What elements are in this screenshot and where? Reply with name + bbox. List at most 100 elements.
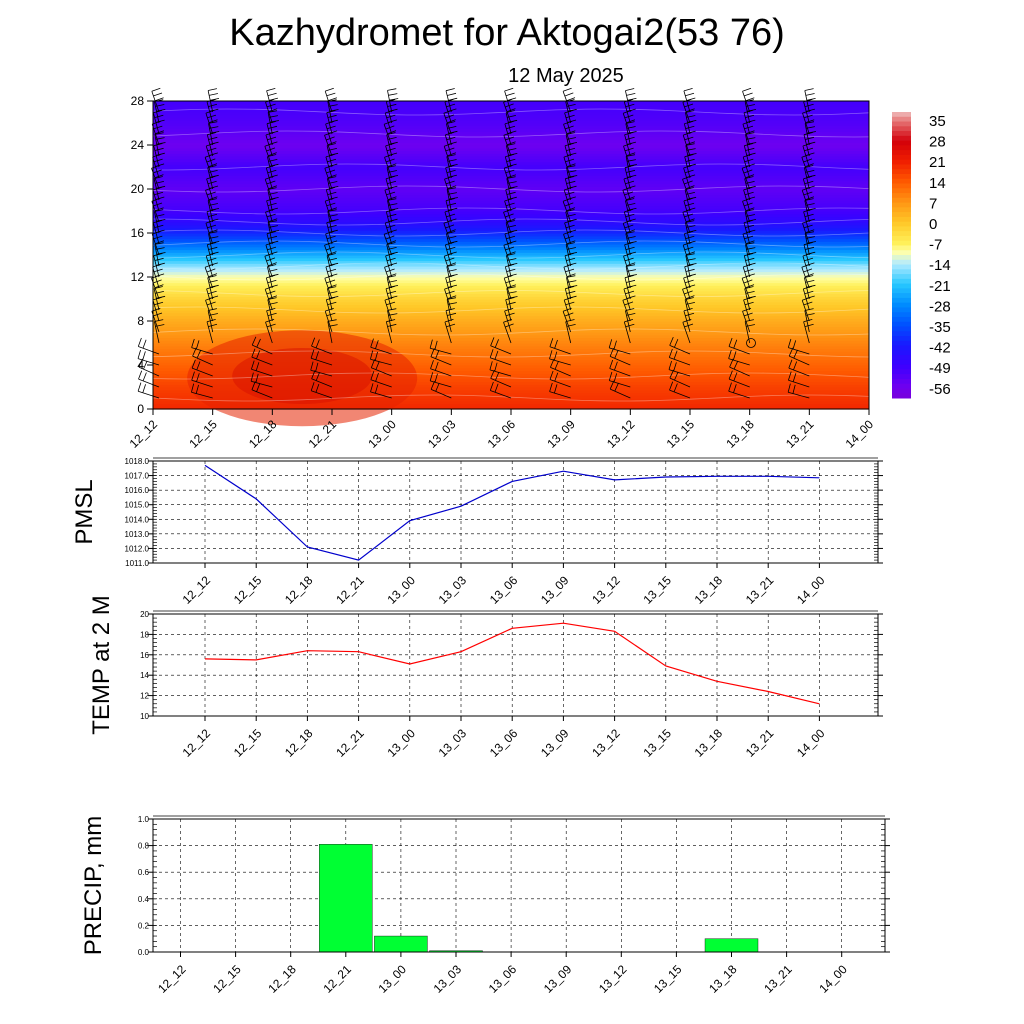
wind-barb — [326, 110, 338, 135]
colorbar-swatch — [892, 364, 911, 370]
wind-barb — [325, 230, 338, 256]
heatmap-band — [153, 238, 869, 242]
wind-barb — [385, 176, 398, 201]
wind-barb — [504, 154, 517, 179]
wind-barb — [728, 370, 750, 388]
heatmap-band — [153, 332, 869, 336]
wind-barb — [803, 319, 814, 344]
colorbar-swatch — [892, 235, 911, 242]
heatmap-band — [153, 260, 869, 264]
wind-barb — [151, 230, 165, 256]
heatmap-band — [153, 398, 869, 402]
wind-barb — [802, 176, 815, 201]
y-tick-label: 1013.0 — [125, 530, 150, 539]
colorbar-swatch — [892, 131, 911, 137]
x-tick-label: 13_09 — [544, 417, 578, 451]
heatmap-band — [153, 255, 869, 259]
heatmap-band — [153, 395, 869, 399]
x-tick-label: 14_00 — [794, 573, 828, 607]
pmsl-line — [204, 464, 820, 561]
colorbar-swatch — [892, 350, 911, 356]
x-tick-label: 13_03 — [436, 726, 470, 760]
heatmap-band — [153, 326, 869, 330]
wind-barb — [325, 120, 338, 146]
heatmap-band — [153, 161, 869, 165]
x-tick-label: 13_21 — [761, 962, 795, 996]
x-tick-label: 13_00 — [384, 573, 418, 607]
colorbar-swatch — [892, 202, 911, 208]
wind-barb — [563, 153, 576, 179]
heatmap-band — [153, 362, 869, 366]
y-tick-label: 20 — [131, 182, 145, 196]
heatmap-band — [153, 403, 869, 407]
wind-barb — [251, 360, 273, 377]
heatmap-band — [153, 345, 869, 350]
wind-barb — [609, 359, 631, 377]
wind-barb — [684, 154, 696, 179]
wind-barb — [504, 264, 517, 289]
wind-barb — [385, 253, 398, 278]
wind-barb — [324, 197, 338, 223]
y-tick-label: 1016.0 — [125, 486, 150, 495]
wind-barb — [326, 220, 338, 245]
wind-barb — [152, 110, 165, 135]
heatmap-band — [153, 123, 869, 127]
wind-barb — [742, 120, 755, 146]
colorbar-swatch — [892, 178, 911, 184]
colorbar-swatch — [892, 378, 911, 385]
heatmap-band — [153, 348, 869, 352]
wind-barb — [489, 361, 512, 377]
calm-wind-marker — [746, 338, 756, 348]
colorbar-swatch — [892, 164, 911, 170]
wind-barb — [385, 286, 398, 311]
x-tick-label: 12_12 — [180, 573, 214, 607]
wind-barb — [251, 381, 273, 399]
x-tick-label: 12_21 — [333, 726, 367, 760]
isotherm-line — [152, 240, 870, 248]
wind-barb — [251, 348, 273, 366]
colorbar-swatch — [892, 383, 911, 389]
wind-barb — [444, 285, 457, 311]
wind-barb — [430, 348, 452, 366]
x-tick-label: 12_15 — [186, 417, 220, 451]
wind-barb — [324, 87, 338, 113]
wind-barb — [205, 252, 218, 278]
wind-barb — [504, 197, 517, 223]
wind-barb — [310, 361, 333, 377]
y-tick-label: 8 — [137, 314, 144, 328]
x-tick-label: 12_18 — [265, 962, 299, 996]
heatmap-band — [153, 387, 869, 391]
heatmap-band — [153, 406, 869, 410]
heatmap-band — [153, 189, 869, 193]
precip-bar — [319, 844, 373, 953]
wind-barb — [152, 263, 165, 289]
colorbar-swatch — [892, 169, 911, 175]
wind-barb — [205, 109, 218, 135]
heatmap-band — [153, 277, 869, 281]
heatmap-band — [153, 356, 869, 361]
colorbar-swatch — [892, 288, 911, 294]
heatmap-band — [153, 365, 869, 369]
colorbar-label: 21 — [929, 154, 946, 171]
y-tick-label: 10 — [140, 712, 149, 721]
x-tick-label: 13_15 — [664, 417, 698, 451]
x-tick-label: 13_06 — [487, 726, 521, 760]
wind-barb — [191, 359, 213, 377]
y-tick-label: 16 — [140, 651, 149, 660]
wind-barb — [152, 187, 165, 212]
colorbar-swatch — [892, 388, 911, 394]
wind-barb — [683, 231, 696, 256]
x-tick-label: 14_00 — [794, 726, 828, 760]
colorbar-swatch — [892, 135, 911, 142]
plot-frame — [152, 613, 879, 717]
wind-barb — [386, 242, 398, 267]
wind-barb — [549, 382, 571, 399]
wind-barb — [384, 219, 397, 245]
colorbar-label: 35 — [929, 113, 946, 130]
wind-barb — [565, 209, 577, 234]
heatmap-band — [153, 145, 869, 149]
wind-barb — [251, 336, 273, 355]
colorbar-label: -21 — [929, 278, 951, 295]
x-tick-label: 13_15 — [651, 962, 685, 996]
colorbar-swatch — [892, 316, 911, 323]
